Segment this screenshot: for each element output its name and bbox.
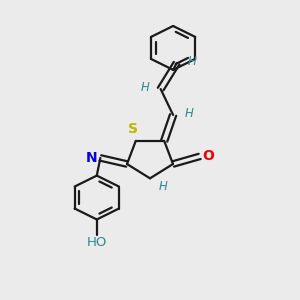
Text: H: H [188,55,197,68]
Text: O: O [202,149,214,164]
Text: HO: HO [87,236,107,249]
Text: N: N [86,151,98,165]
Text: H: H [140,81,149,94]
Text: H: H [159,180,168,193]
Text: S: S [128,122,138,136]
Text: H: H [184,107,193,120]
